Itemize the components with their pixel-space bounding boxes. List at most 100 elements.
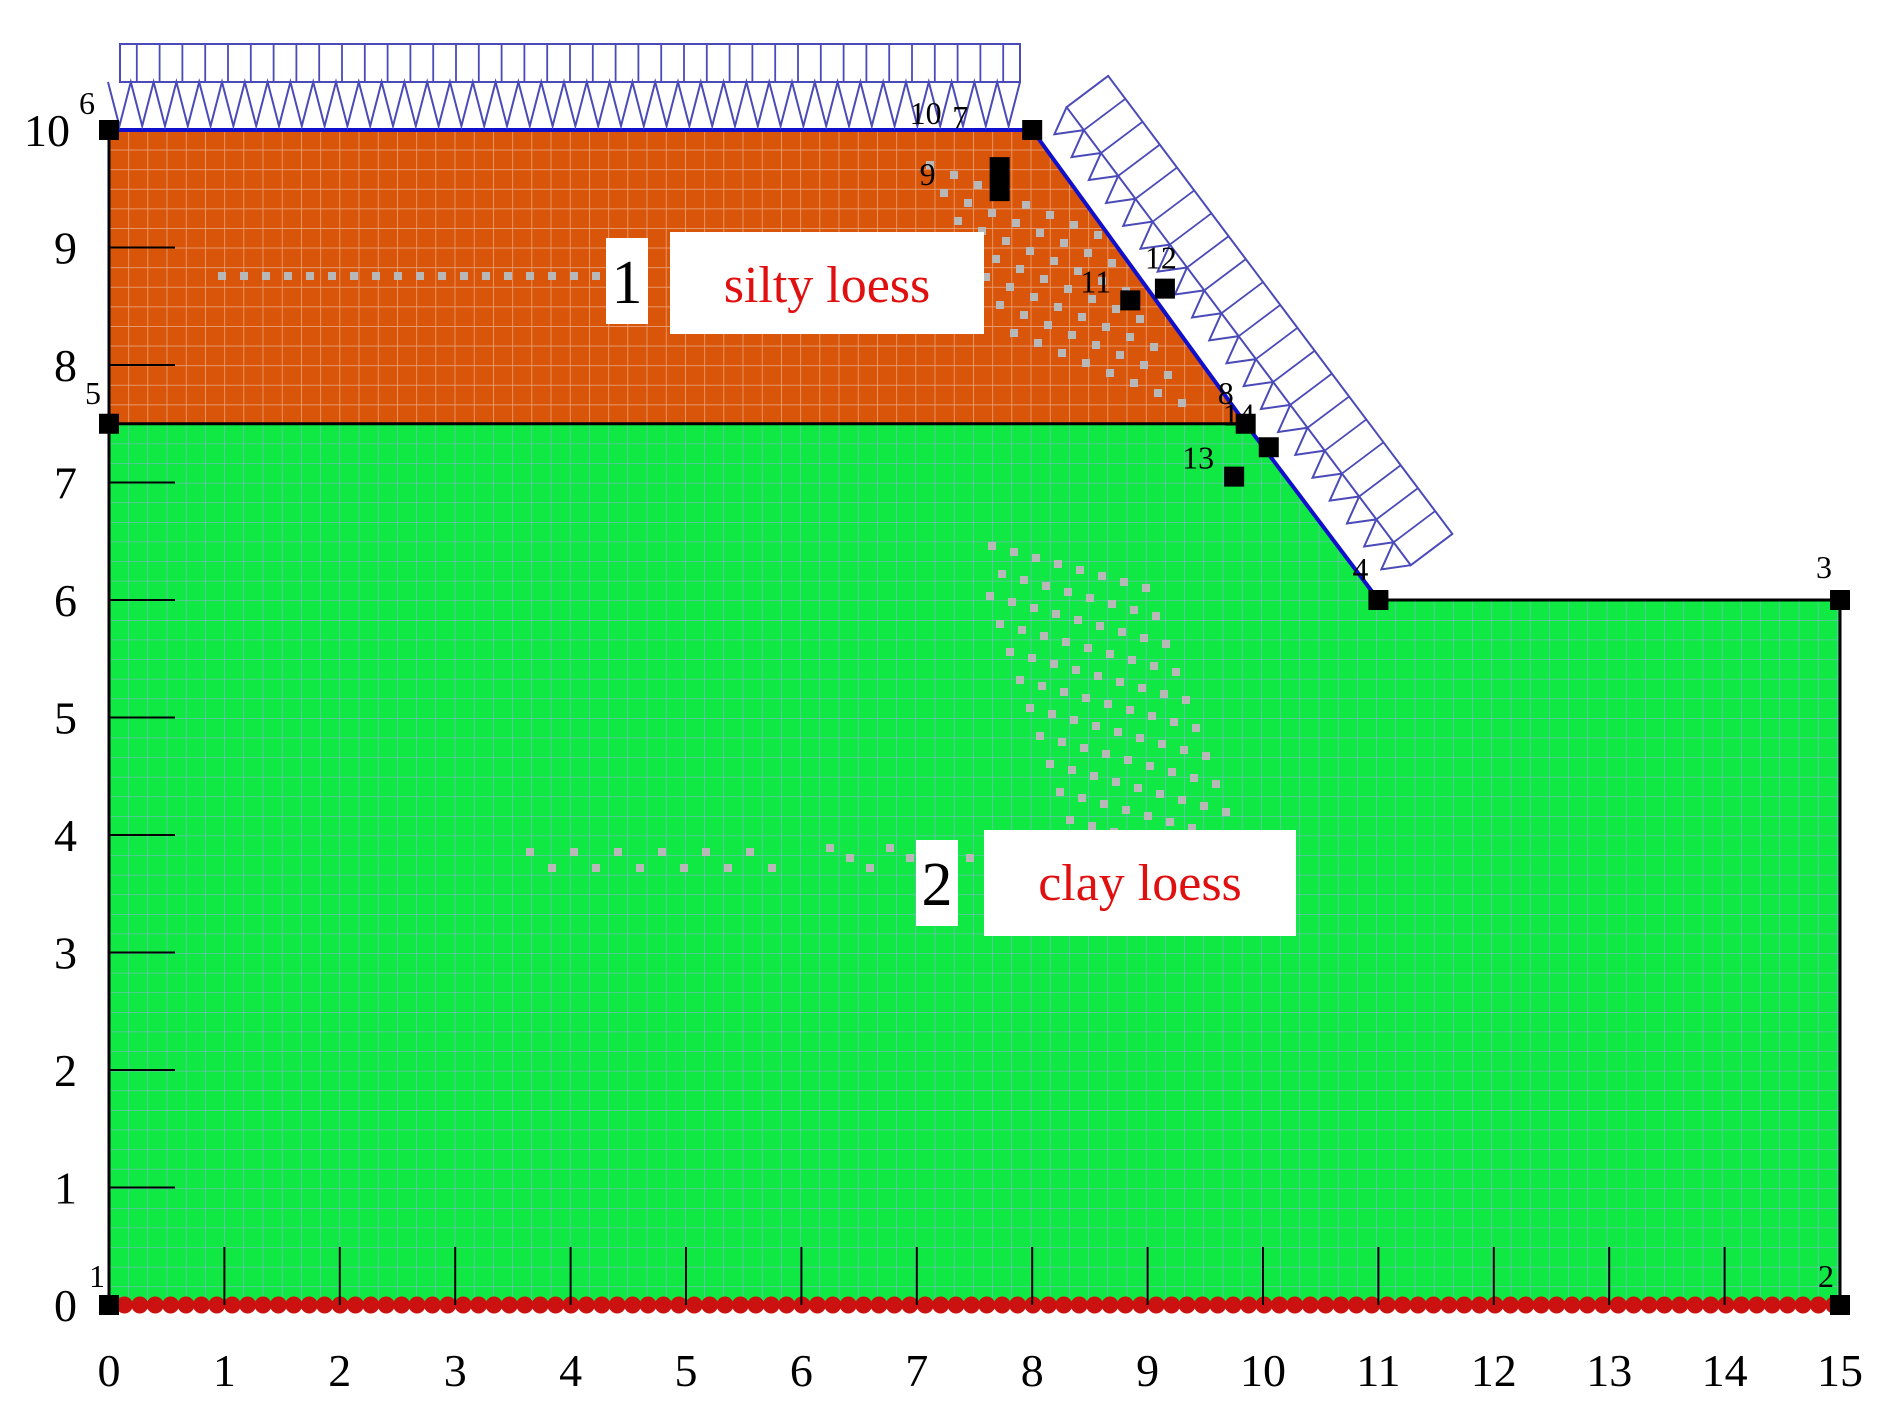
refine-dot	[1150, 662, 1158, 670]
refine-dot	[240, 272, 248, 280]
fixed-support-node	[901, 1296, 919, 1314]
refine-dot	[1136, 734, 1144, 742]
refine-dot	[1094, 672, 1102, 680]
refine-dot	[1074, 616, 1082, 624]
fixed-support-node	[1147, 1296, 1165, 1314]
refine-dot	[1096, 622, 1104, 630]
refine-dot	[416, 272, 424, 280]
fixed-support-node	[1347, 1296, 1365, 1314]
fixed-support-node	[393, 1296, 411, 1314]
geometry-point-12-label: 12	[1145, 240, 1177, 276]
refine-dot	[866, 864, 874, 872]
refine-dot	[966, 854, 974, 862]
refine-dot	[1006, 283, 1014, 291]
fixed-support-node	[855, 1296, 873, 1314]
refine-dot	[1018, 626, 1026, 634]
refine-dot	[372, 272, 380, 280]
fixed-support-node	[1409, 1296, 1427, 1314]
fixed-support-node	[716, 1296, 734, 1314]
refine-dot	[1010, 548, 1018, 556]
geometry-point-2-marker	[1830, 1295, 1850, 1315]
refine-dot	[1140, 361, 1148, 369]
fixed-support-node	[531, 1296, 549, 1314]
fixed-support-node	[947, 1296, 965, 1314]
region-name-2: clay loess	[1038, 855, 1242, 912]
refine-dot	[1092, 722, 1100, 730]
fixed-base-supports	[100, 1296, 1843, 1314]
refine-dot	[1002, 237, 1010, 245]
fixed-support-node	[1132, 1296, 1150, 1314]
refine-dot	[1112, 305, 1120, 313]
refine-dot	[1038, 682, 1046, 690]
refine-dot	[1094, 231, 1102, 239]
fixed-support-node	[1039, 1296, 1057, 1314]
refine-dot	[306, 272, 314, 280]
x-tick-label: 11	[1356, 1345, 1400, 1396]
geometry-point-3-marker	[1830, 590, 1850, 610]
load-slope-divider	[1375, 487, 1419, 521]
fixed-support-node	[516, 1296, 534, 1314]
fixed-support-node	[685, 1296, 703, 1314]
fixed-support-node	[1501, 1296, 1519, 1314]
y-tick-label: 10	[24, 105, 70, 156]
refine-dot	[1020, 311, 1028, 319]
fixed-support-node	[1055, 1296, 1073, 1314]
refine-dot	[1078, 313, 1086, 321]
refine-dot	[746, 848, 754, 856]
refine-dot	[1068, 331, 1076, 339]
refine-dot	[1026, 704, 1034, 712]
refine-dot	[1016, 676, 1024, 684]
load-slope-divider	[1255, 327, 1299, 360]
refine-dot	[1162, 640, 1170, 648]
refine-dot	[986, 592, 994, 600]
x-tick-label: 15	[1817, 1345, 1863, 1396]
fixed-support-node	[1378, 1296, 1396, 1314]
fixed-support-node	[1394, 1296, 1412, 1314]
fixed-support-node	[701, 1296, 719, 1314]
geometry-point-3-label: 3	[1816, 549, 1832, 585]
fixed-support-node	[1748, 1296, 1766, 1314]
refine-dot	[846, 854, 854, 862]
fixed-support-node	[1671, 1296, 1689, 1314]
fixed-support-node	[162, 1296, 180, 1314]
geometry-point-14-label: 14	[1223, 396, 1255, 432]
y-tick-label: 3	[54, 928, 77, 979]
refine-dot	[1178, 399, 1186, 407]
refine-dot	[460, 272, 468, 280]
fixed-support-node	[1640, 1296, 1658, 1314]
fixed-support-node	[146, 1296, 164, 1314]
geometry-point-9-label: 9	[920, 156, 936, 192]
refine-dot	[982, 273, 990, 281]
refine-dot	[1060, 688, 1068, 696]
refine-dot	[1064, 588, 1072, 596]
fixed-support-node	[470, 1296, 488, 1314]
fixed-support-node	[870, 1296, 888, 1314]
load-slope-divider	[1203, 258, 1247, 292]
refine-dot	[1056, 788, 1064, 796]
region-label-1: 1 silty loess	[606, 232, 984, 334]
region-number-box-1	[606, 238, 648, 324]
refine-dot	[826, 844, 834, 852]
load-slope-divider	[1152, 189, 1195, 223]
region-label-2: 2 clay loess	[916, 830, 1296, 936]
fixed-support-node	[346, 1296, 364, 1314]
fixed-support-node	[454, 1296, 472, 1314]
refine-dot	[1058, 738, 1066, 746]
fixed-support-node	[1686, 1296, 1704, 1314]
refine-dot	[1046, 211, 1054, 219]
refine-dot	[1166, 818, 1174, 826]
fixed-support-node	[223, 1296, 241, 1314]
fixed-support-node	[239, 1296, 257, 1314]
refine-dot	[1150, 343, 1158, 351]
fixed-support-node	[408, 1296, 426, 1314]
refine-dot	[1156, 790, 1164, 798]
refine-dot	[988, 542, 996, 550]
refine-dot	[548, 272, 556, 280]
refine-dot	[658, 848, 666, 856]
region-number-box-2	[916, 840, 958, 926]
geometry-point-11-marker	[1120, 290, 1141, 311]
refine-dot	[1046, 760, 1054, 768]
